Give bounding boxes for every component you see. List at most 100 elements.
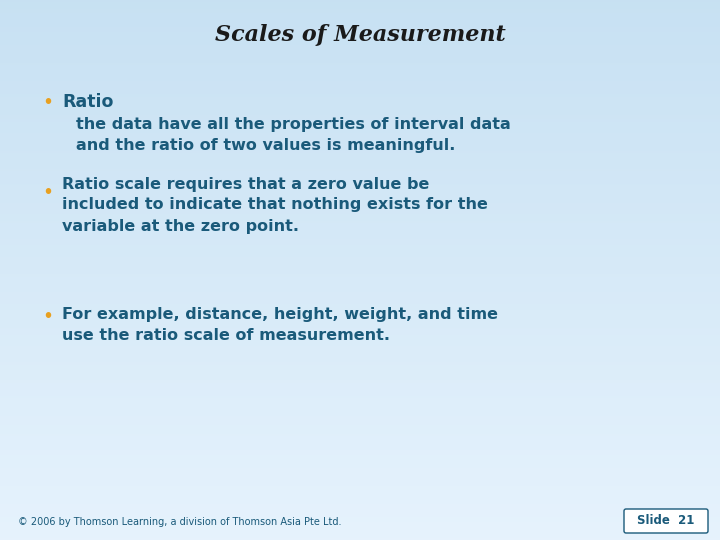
Bar	[0, 454, 720, 455]
Bar	[0, 228, 720, 231]
Bar	[0, 457, 720, 459]
Bar	[0, 349, 720, 351]
Bar	[0, 238, 720, 239]
Bar	[0, 234, 720, 236]
Bar	[0, 362, 720, 363]
Bar	[0, 191, 720, 193]
Bar	[0, 339, 720, 340]
Bar	[0, 275, 720, 277]
Bar	[0, 130, 720, 131]
Bar	[0, 112, 720, 113]
Bar	[0, 265, 720, 266]
Bar	[0, 196, 720, 198]
Bar	[0, 220, 720, 221]
Bar	[0, 86, 720, 88]
Bar	[0, 103, 720, 104]
Bar	[0, 312, 720, 313]
Bar	[0, 299, 720, 301]
Bar	[0, 52, 720, 54]
Bar	[0, 279, 720, 281]
Bar	[0, 353, 720, 355]
Text: •: •	[42, 92, 53, 111]
Bar	[0, 293, 720, 295]
Bar	[0, 536, 720, 538]
Bar	[0, 42, 720, 43]
Bar	[0, 466, 720, 468]
Bar	[0, 464, 720, 466]
Bar	[0, 301, 720, 302]
Bar	[0, 79, 720, 81]
Bar	[0, 259, 720, 261]
Bar	[0, 286, 720, 288]
Bar	[0, 85, 720, 86]
Bar	[0, 187, 720, 189]
Bar	[0, 36, 720, 38]
Bar	[0, 495, 720, 497]
Bar	[0, 18, 720, 20]
Bar	[0, 366, 720, 367]
Bar	[0, 88, 720, 90]
Bar	[0, 11, 720, 12]
Bar	[0, 493, 720, 495]
Bar	[0, 320, 720, 322]
Bar	[0, 97, 720, 99]
Bar	[0, 227, 720, 228]
Bar	[0, 506, 720, 508]
Bar	[0, 90, 720, 92]
Bar	[0, 20, 720, 22]
Bar	[0, 317, 720, 319]
Bar	[0, 513, 720, 515]
Bar	[0, 193, 720, 194]
Bar	[0, 302, 720, 304]
Bar	[0, 452, 720, 454]
Bar	[0, 486, 720, 488]
Bar	[0, 212, 720, 214]
Text: Ratio: Ratio	[62, 93, 113, 111]
Bar	[0, 139, 720, 140]
Bar	[0, 463, 720, 464]
Bar	[0, 12, 720, 15]
Bar	[0, 531, 720, 533]
Bar	[0, 501, 720, 502]
Bar	[0, 56, 720, 58]
Bar	[0, 83, 720, 85]
Bar	[0, 59, 720, 61]
Bar	[0, 376, 720, 378]
Bar	[0, 69, 720, 70]
Bar	[0, 32, 720, 34]
Bar	[0, 63, 720, 65]
Bar	[0, 146, 720, 147]
Bar	[0, 459, 720, 461]
Bar	[0, 498, 720, 501]
Bar	[0, 409, 720, 410]
Bar	[0, 245, 720, 247]
Bar	[0, 200, 720, 201]
Bar	[0, 263, 720, 265]
Bar	[0, 58, 720, 59]
Bar	[0, 255, 720, 258]
Bar	[0, 137, 720, 139]
Bar	[0, 218, 720, 220]
Bar	[0, 173, 720, 174]
Bar	[0, 66, 720, 69]
Bar	[0, 400, 720, 401]
FancyBboxPatch shape	[624, 509, 708, 533]
Bar	[0, 108, 720, 110]
Bar	[0, 371, 720, 373]
Bar	[0, 106, 720, 108]
Text: © 2006 by Thomson Learning, a division of Thomson Asia Pte Ltd.: © 2006 by Thomson Learning, a division o…	[18, 517, 341, 527]
Bar	[0, 373, 720, 374]
Bar	[0, 61, 720, 63]
Text: the data have all the properties of interval data
and the ratio of two values is: the data have all the properties of inte…	[76, 117, 510, 153]
Bar	[0, 423, 720, 425]
Bar	[0, 261, 720, 263]
Bar	[0, 72, 720, 74]
Bar	[0, 308, 720, 309]
Bar	[0, 45, 720, 47]
Bar	[0, 29, 720, 31]
Bar	[0, 214, 720, 216]
Bar	[0, 204, 720, 205]
Bar	[0, 360, 720, 362]
Bar	[0, 367, 720, 369]
Bar	[0, 439, 720, 441]
